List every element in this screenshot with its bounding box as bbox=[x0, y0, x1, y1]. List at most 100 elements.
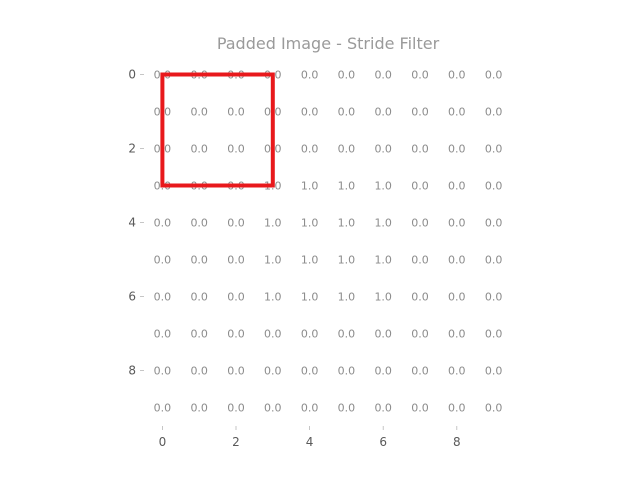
cell-value: 1.0 bbox=[264, 254, 282, 267]
cell-value: 0.0 bbox=[411, 69, 429, 82]
cell-value: 0.0 bbox=[448, 365, 466, 378]
cell-value: 0.0 bbox=[301, 365, 319, 378]
cell-value: 0.0 bbox=[301, 328, 319, 341]
cell-value: 1.0 bbox=[374, 254, 392, 267]
cell-value: 0.0 bbox=[264, 328, 282, 341]
cell-value: 0.0 bbox=[190, 217, 208, 230]
cell-value: 0.0 bbox=[227, 217, 245, 230]
cell-value: 0.0 bbox=[485, 402, 503, 415]
x-tick-label: 0 bbox=[159, 435, 167, 449]
cell-value: 0.0 bbox=[411, 180, 429, 193]
cell-value: 0.0 bbox=[190, 328, 208, 341]
x-tick-label: 8 bbox=[453, 435, 461, 449]
cell-value: 0.0 bbox=[338, 365, 356, 378]
cell-value: 0.0 bbox=[411, 254, 429, 267]
cell-value: 0.0 bbox=[190, 254, 208, 267]
cell-value: 0.0 bbox=[264, 402, 282, 415]
cell-value: 1.0 bbox=[301, 291, 319, 304]
cell-value: 0.0 bbox=[154, 402, 172, 415]
cell-value: 0.0 bbox=[411, 365, 429, 378]
cell-value: 1.0 bbox=[264, 217, 282, 230]
image-area bbox=[144, 56, 512, 426]
cell-value: 0.0 bbox=[338, 143, 356, 156]
cell-value: 0.0 bbox=[448, 106, 466, 119]
y-tick-label: 2 bbox=[128, 142, 136, 156]
cell-value: 0.0 bbox=[485, 365, 503, 378]
cell-value: 0.0 bbox=[301, 402, 319, 415]
cell-value: 0.0 bbox=[485, 291, 503, 304]
cell-value: 0.0 bbox=[374, 106, 392, 119]
cell-value: 1.0 bbox=[374, 291, 392, 304]
cell-value: 0.0 bbox=[448, 217, 466, 230]
cell-value: 0.0 bbox=[411, 402, 429, 415]
cell-value: 0.0 bbox=[301, 106, 319, 119]
cell-value: 0.0 bbox=[485, 180, 503, 193]
cell-value: 0.0 bbox=[485, 254, 503, 267]
x-tick-label: 6 bbox=[379, 435, 387, 449]
cell-value: 0.0 bbox=[227, 365, 245, 378]
cell-value: 0.0 bbox=[338, 328, 356, 341]
cell-value: 0.0 bbox=[338, 402, 356, 415]
cell-value: 0.0 bbox=[227, 254, 245, 267]
cell-value: 0.0 bbox=[374, 69, 392, 82]
cell-value: 0.0 bbox=[154, 328, 172, 341]
cell-value: 1.0 bbox=[338, 254, 356, 267]
cell-value: 1.0 bbox=[374, 180, 392, 193]
cell-value: 1.0 bbox=[264, 291, 282, 304]
cell-value: 0.0 bbox=[338, 106, 356, 119]
cell-value: 0.0 bbox=[448, 402, 466, 415]
cell-value: 0.0 bbox=[485, 143, 503, 156]
cell-value: 0.0 bbox=[374, 402, 392, 415]
cell-value: 0.0 bbox=[338, 69, 356, 82]
y-tick-label: 0 bbox=[128, 68, 136, 82]
y-tick-label: 4 bbox=[128, 216, 136, 230]
x-tick-label: 2 bbox=[232, 435, 240, 449]
cell-value: 1.0 bbox=[301, 254, 319, 267]
cell-value: 0.0 bbox=[411, 291, 429, 304]
cell-value: 0.0 bbox=[485, 217, 503, 230]
y-axis: 0 2 4 6 8 bbox=[128, 68, 144, 378]
cell-value: 0.0 bbox=[448, 180, 466, 193]
cell-value: 0.0 bbox=[154, 291, 172, 304]
cell-value: 0.0 bbox=[448, 69, 466, 82]
cell-value: 0.0 bbox=[227, 402, 245, 415]
y-tick-label: 6 bbox=[128, 290, 136, 304]
cell-value: 0.0 bbox=[227, 291, 245, 304]
cell-value: 0.0 bbox=[374, 328, 392, 341]
filter-window bbox=[160, 72, 275, 188]
cell-value: 0.0 bbox=[190, 106, 208, 119]
cell-value: 1.0 bbox=[338, 217, 356, 230]
cell-value: 0.0 bbox=[448, 291, 466, 304]
cell-value: 0.0 bbox=[485, 69, 503, 82]
cell-value: 0.0 bbox=[374, 143, 392, 156]
cell-value: 0.0 bbox=[154, 254, 172, 267]
cell-value: 0.0 bbox=[485, 106, 503, 119]
cell-value: 0.0 bbox=[190, 402, 208, 415]
cell-value: 0.0 bbox=[190, 143, 208, 156]
cell-value: 0.0 bbox=[485, 328, 503, 341]
plot-area bbox=[144, 56, 512, 426]
cell-value: 0.0 bbox=[411, 106, 429, 119]
x-tick-label: 4 bbox=[306, 435, 314, 449]
chart-title: Padded Image - Stride Filter bbox=[217, 34, 440, 53]
cell-value: 0.0 bbox=[190, 365, 208, 378]
cell-value: 0.0 bbox=[411, 143, 429, 156]
cell-value: 0.0 bbox=[374, 365, 392, 378]
cell-value: 1.0 bbox=[374, 217, 392, 230]
filter-overlay bbox=[160, 72, 275, 188]
cell-value: 0.0 bbox=[190, 291, 208, 304]
cell-value: 1.0 bbox=[338, 291, 356, 304]
cell-value: 0.0 bbox=[448, 143, 466, 156]
y-tick-label: 8 bbox=[128, 364, 136, 378]
cell-value: 0.0 bbox=[154, 365, 172, 378]
cell-value: 0.0 bbox=[411, 328, 429, 341]
cell-value: 0.0 bbox=[227, 143, 245, 156]
cell-value: 0.0 bbox=[301, 69, 319, 82]
cell-value: 0.0 bbox=[301, 143, 319, 156]
cell-value: 1.0 bbox=[301, 217, 319, 230]
cell-value: 1.0 bbox=[301, 180, 319, 193]
x-axis: 0 2 4 6 8 bbox=[159, 426, 461, 449]
cell-value: 0.0 bbox=[448, 254, 466, 267]
cell-value: 0.0 bbox=[411, 217, 429, 230]
